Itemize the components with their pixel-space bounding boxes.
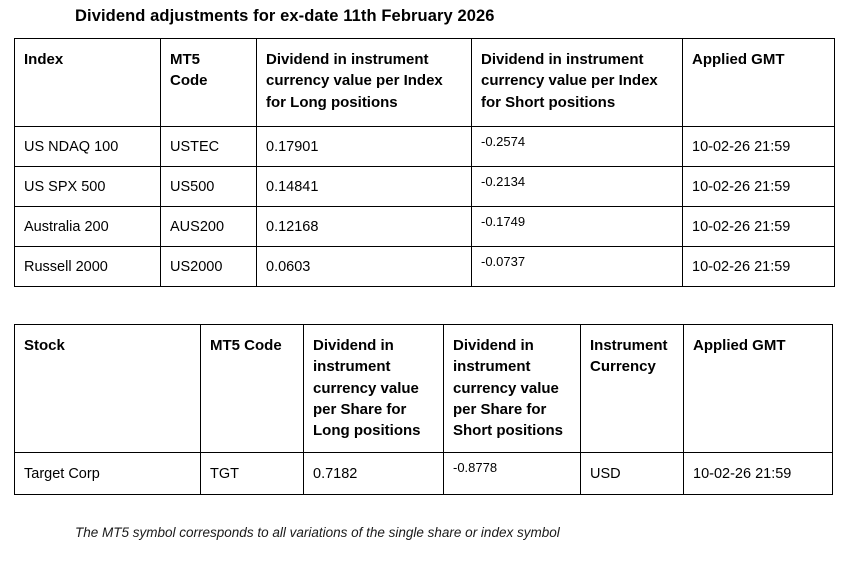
cell-index: Russell 2000 xyxy=(14,246,161,287)
cell-mt5-code: AUS200 xyxy=(160,206,257,247)
table-row: US SPX 500 US500 0.14841 -0.2134 10-02-2… xyxy=(14,166,835,207)
cell-dividend-long: 0.0603 xyxy=(256,246,472,287)
cell-dividend-long: 0.7182 xyxy=(303,452,444,495)
cell-applied-gmt: 10-02-26 21:59 xyxy=(683,452,833,495)
cell-instrument-currency: USD xyxy=(580,452,684,495)
table-row: US NDAQ 100 USTEC 0.17901 -0.2574 10-02-… xyxy=(14,126,835,167)
index-table-header-long: Dividend in instrument currency value pe… xyxy=(256,38,472,127)
stock-table-header-row: Stock MT5 Code Dividend in instrument cu… xyxy=(14,324,833,453)
mt5-symbol-footnote: The MT5 symbol corresponds to all variat… xyxy=(75,525,560,540)
index-table-header-row: Index MT5 Code Dividend in instrument cu… xyxy=(14,38,835,127)
cell-mt5-code: US500 xyxy=(160,166,257,207)
stock-table-header-long: Dividend in instrument currency value pe… xyxy=(303,324,444,453)
cell-applied-gmt: 10-02-26 21:59 xyxy=(682,206,835,247)
index-table-header-short: Dividend in instrument currency value pe… xyxy=(471,38,683,127)
cell-index: US NDAQ 100 xyxy=(14,126,161,167)
cell-dividend-short: -0.2574 xyxy=(471,126,683,167)
stock-table-header-short: Dividend in instrument currency value pe… xyxy=(443,324,581,453)
index-table-header-applied-gmt: Applied GMT xyxy=(682,38,835,127)
stock-table-header-mt5-code: MT5 Code xyxy=(200,324,304,453)
index-table-header-index: Index xyxy=(14,38,161,127)
table-row: Australia 200 AUS200 0.12168 -0.1749 10-… xyxy=(14,206,835,247)
cell-dividend-short: -0.0737 xyxy=(471,246,683,287)
stock-table-header-applied-gmt: Applied GMT xyxy=(683,324,833,453)
stock-table-header-currency: Instrument Currency xyxy=(580,324,684,453)
page-title: Dividend adjustments for ex-date 11th Fe… xyxy=(75,7,495,25)
stock-dividends-table: Stock MT5 Code Dividend in instrument cu… xyxy=(14,324,833,495)
cell-applied-gmt: 10-02-26 21:59 xyxy=(682,166,835,207)
table-row: Russell 2000 US2000 0.0603 -0.0737 10-02… xyxy=(14,246,835,287)
cell-dividend-short: -0.2134 xyxy=(471,166,683,207)
cell-dividend-long: 0.12168 xyxy=(256,206,472,247)
cell-dividend-short: -0.8778 xyxy=(443,452,581,495)
cell-mt5-code: TGT xyxy=(200,452,304,495)
index-dividends-table: Index MT5 Code Dividend in instrument cu… xyxy=(14,38,835,287)
cell-stock: Target Corp xyxy=(14,452,201,495)
cell-index: US SPX 500 xyxy=(14,166,161,207)
cell-mt5-code: US2000 xyxy=(160,246,257,287)
cell-applied-gmt: 10-02-26 21:59 xyxy=(682,246,835,287)
index-table-header-mt5-code: MT5 Code xyxy=(160,38,257,127)
stock-table-header-stock: Stock xyxy=(14,324,201,453)
cell-index: Australia 200 xyxy=(14,206,161,247)
cell-dividend-long: 0.14841 xyxy=(256,166,472,207)
cell-dividend-short: -0.1749 xyxy=(471,206,683,247)
cell-dividend-long: 0.17901 xyxy=(256,126,472,167)
cell-applied-gmt: 10-02-26 21:59 xyxy=(682,126,835,167)
table-row: Target Corp TGT 0.7182 -0.8778 USD 10-02… xyxy=(14,452,833,495)
cell-mt5-code: USTEC xyxy=(160,126,257,167)
